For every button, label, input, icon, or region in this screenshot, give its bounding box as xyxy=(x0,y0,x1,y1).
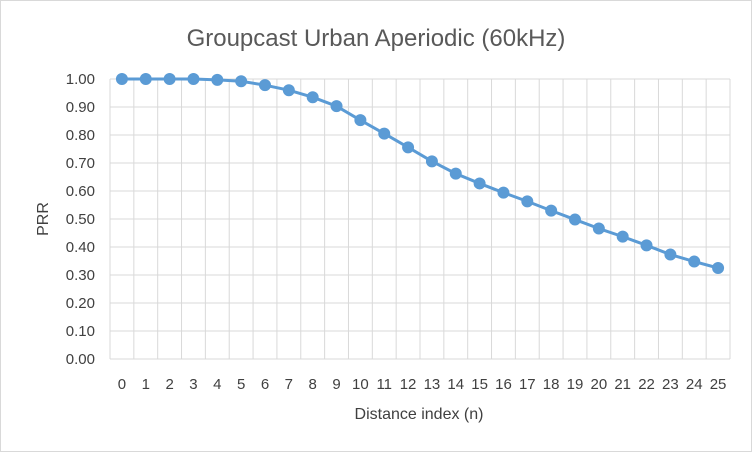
data-point xyxy=(664,248,677,261)
y-tick-label: 1.00 xyxy=(66,71,95,88)
data-point xyxy=(688,255,701,268)
x-tick-label: 19 xyxy=(567,376,584,393)
data-point xyxy=(449,167,462,180)
data-point xyxy=(211,73,224,86)
data-point xyxy=(616,230,629,243)
data-point xyxy=(378,127,391,140)
y-axis-ticks: 0.00 0.10 0.20 0.30 0.40 0.50 0.60 0.70 0.80 0.90… xyxy=(66,71,95,368)
data-point xyxy=(497,186,510,199)
grid-layer xyxy=(109,78,731,360)
data-point xyxy=(354,114,367,127)
y-axis-title: PRR xyxy=(35,202,52,236)
x-tick-label: 3 xyxy=(189,376,197,393)
y-tick-label: 0.90 xyxy=(66,99,95,116)
x-tick-label: 25 xyxy=(710,376,727,393)
data-point xyxy=(712,262,725,274)
series-layer xyxy=(115,73,725,274)
data-point xyxy=(473,177,486,190)
data-point xyxy=(425,155,438,168)
x-tick-label: 1 xyxy=(142,376,150,393)
x-tick-label: 17 xyxy=(519,376,536,393)
data-point xyxy=(330,100,343,113)
data-point xyxy=(521,195,534,208)
x-tick-label: 24 xyxy=(686,376,703,393)
y-tick-label: 0.60 xyxy=(66,183,95,200)
data-point xyxy=(306,91,319,104)
x-tick-label: 13 xyxy=(424,376,441,393)
y-tick-label: 0.40 xyxy=(66,239,95,256)
data-point xyxy=(259,79,271,92)
data-point xyxy=(282,84,295,97)
y-tick-label: 0.70 xyxy=(66,155,95,172)
data-point xyxy=(115,73,128,85)
x-tick-label: 16 xyxy=(495,376,512,393)
x-tick-label: 0 xyxy=(118,376,126,393)
x-tick-label: 12 xyxy=(400,376,417,393)
x-tick-label: 21 xyxy=(614,376,631,393)
y-tick-label: 0.10 xyxy=(66,323,95,340)
x-tick-label: 22 xyxy=(638,376,655,393)
y-tick-label: 0.20 xyxy=(66,295,95,312)
data-point xyxy=(235,75,248,88)
x-tick-label: 2 xyxy=(165,376,173,393)
data-point xyxy=(640,239,653,252)
x-tick-label: 6 xyxy=(261,376,269,393)
data-point xyxy=(163,73,176,85)
y-tick-label: 0.00 xyxy=(66,351,95,368)
x-tick-label: 4 xyxy=(213,376,221,393)
data-point xyxy=(402,141,415,154)
data-point xyxy=(139,73,152,85)
y-tick-label: 0.50 xyxy=(66,211,95,228)
x-tick-label: 18 xyxy=(543,376,560,393)
x-tick-label: 11 xyxy=(376,376,392,393)
x-tick-label: 10 xyxy=(352,376,369,393)
x-tick-label: 15 xyxy=(471,376,488,393)
x-tick-label: 23 xyxy=(662,376,679,393)
x-tick-label: 14 xyxy=(447,376,464,393)
x-tick-label: 20 xyxy=(591,376,608,393)
y-tick-label: 0.80 xyxy=(66,127,95,144)
x-axis-title: Distance index (n) xyxy=(355,406,484,423)
data-point xyxy=(592,222,605,235)
x-axis-ticks: 0 1 2 3 4 5 6 7 8 9 10 11 12 13 14 15 16 17 18 19 20 21 22 23 24… xyxy=(118,376,727,393)
data-point xyxy=(545,204,558,217)
x-tick-label: 5 xyxy=(237,376,245,393)
x-tick-label: 7 xyxy=(285,376,293,393)
data-point xyxy=(569,213,581,226)
x-tick-label: 9 xyxy=(332,376,340,393)
chart-title: Groupcast Urban Aperiodic (60kHz) xyxy=(187,25,566,52)
x-tick-label: 8 xyxy=(309,376,317,393)
data-point xyxy=(187,73,200,85)
y-tick-label: 0.30 xyxy=(66,267,95,284)
